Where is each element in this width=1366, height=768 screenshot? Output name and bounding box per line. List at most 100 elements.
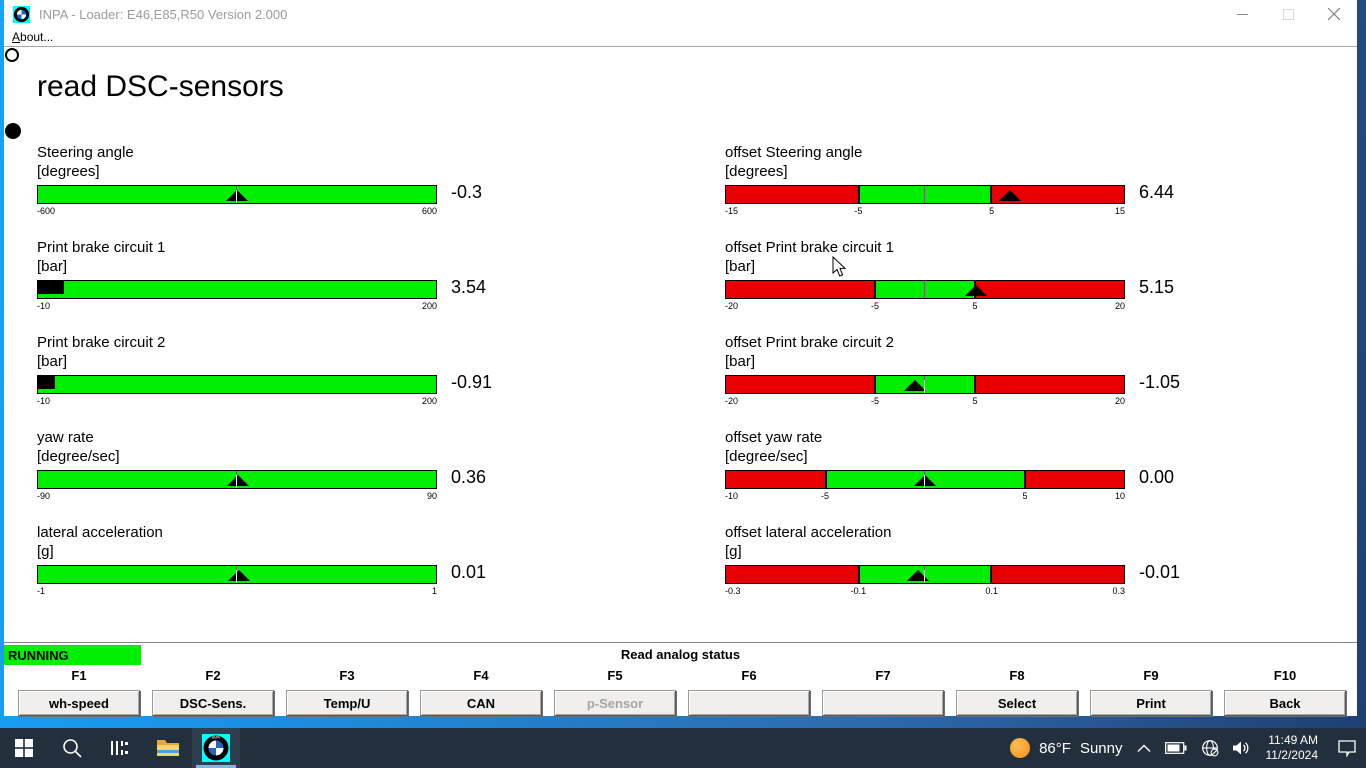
gauge-row: Steering angle [degrees] -600 600 -0.3 [37, 144, 507, 239]
taskbar: BMW 86°F Sunny [0, 728, 1366, 768]
gauge-label: offset Print brake circuit 1 [725, 239, 894, 256]
gauge-marker-triangle [965, 285, 988, 296]
search-icon [63, 739, 82, 758]
gauge-marker-triangle [227, 570, 250, 581]
gauge-bar [37, 280, 437, 299]
gauge-label: yaw rate [37, 429, 94, 446]
gauge-zone-red [991, 186, 1124, 203]
gauge-tick: -20 [725, 396, 739, 406]
maximize-icon [1282, 8, 1294, 20]
gauge-row: offset Steering angle [degrees] -15 -5 5 15 6.… [725, 144, 1195, 239]
fkey-button-f5[interactable]: p-Sensor [554, 690, 676, 716]
clock[interactable]: 11:49 AM 11/2/2024 [1266, 733, 1319, 763]
gauge-value: -1.05 [1139, 372, 1181, 392]
file-explorer-button[interactable] [144, 728, 192, 768]
gauge-bar [37, 470, 437, 489]
start-icon [15, 739, 33, 757]
gauge-unit: [g] [725, 543, 742, 560]
fkey-label-f2: F2 [205, 668, 221, 683]
gauge-tick-row: -90 90 [37, 491, 437, 503]
gauge-marker-triangle [226, 475, 249, 486]
fkey-label-f8: F8 [1009, 668, 1025, 683]
gauge-tick: 10 [1114, 491, 1125, 501]
gauge-zero-line [924, 186, 925, 203]
gauge-row: offset lateral acceleration [g] -0.3 -0.1 0.… [725, 524, 1195, 619]
fkey-button-f4[interactable]: CAN [420, 690, 542, 716]
fkey-button-f6[interactable] [688, 690, 810, 716]
gauge-value: 3.54 [451, 277, 487, 297]
start-button[interactable] [0, 728, 48, 768]
gauge-value: 6.44 [1139, 182, 1175, 202]
gauge-zone-red [991, 566, 1124, 583]
gauge-row: Print brake circuit 1 [bar] -10 200 3.54 [37, 239, 507, 334]
fkey-label-f5: F5 [607, 668, 623, 683]
system-tray: 86°F Sunny [1010, 728, 1366, 768]
inpa-taskbar-button[interactable]: BMW [192, 728, 240, 768]
task-view-button[interactable] [96, 728, 144, 768]
gauge-zone-separator [824, 471, 827, 488]
volume-icon [1232, 741, 1248, 755]
fkey-button-f10[interactable]: Back [1224, 690, 1346, 716]
gauge-value: 0.36 [451, 467, 487, 487]
fkey-button-f1[interactable]: wh-speed [18, 690, 140, 716]
search-button[interactable] [48, 728, 96, 768]
gauge-tick: -90 [37, 491, 51, 501]
gauge-zone-red [726, 281, 876, 298]
battery-button[interactable] [1164, 742, 1187, 754]
fkey-button-f3[interactable]: Temp/U [286, 690, 408, 716]
gauge-zone-red [1024, 471, 1124, 488]
gauge-value: 0.01 [451, 562, 487, 582]
task-view-icon [111, 741, 128, 755]
gauge-tick-row: -10 200 [37, 396, 437, 408]
fkey-button-f9[interactable]: Print [1090, 690, 1212, 716]
weather-temp: 86°F [1039, 739, 1071, 757]
gauge-bar [725, 185, 1125, 204]
gauge-zone-separator [990, 566, 993, 583]
gauge-zone-separator [857, 566, 860, 583]
gauge-tick-row: -600 600 [37, 206, 437, 218]
fkey-button-f2[interactable]: DSC-Sens. [152, 690, 274, 716]
gauge-zero-line [924, 566, 925, 583]
tray-overflow-button[interactable] [1137, 744, 1151, 753]
fkey-label-f4: F4 [473, 668, 489, 683]
gauge-label: offset Steering angle [725, 144, 863, 161]
gauge-tick: 20 [1114, 396, 1125, 406]
close-button[interactable] [1311, 0, 1357, 28]
minimize-button[interactable] [1219, 0, 1265, 28]
minimize-icon [1236, 13, 1248, 15]
fkey-label-f6: F6 [741, 668, 757, 683]
gauge-tick: -0.3 [725, 586, 741, 596]
gauge-tick: 5 [972, 301, 978, 311]
action-center-button[interactable] [1338, 739, 1356, 757]
gauge-row: offset yaw rate [degree/sec] -10 -5 5 10 0.00 [725, 429, 1195, 524]
network-globe-icon [1201, 740, 1218, 757]
gauge-bar [725, 565, 1125, 584]
svg-text:BMW: BMW [212, 736, 221, 740]
maximize-button[interactable] [1265, 0, 1311, 28]
gauge-unit: [degrees] [725, 163, 788, 180]
gauge-unit: [bar] [37, 353, 68, 370]
volume-button[interactable] [1232, 740, 1252, 756]
fkey-button-f7[interactable] [822, 690, 944, 716]
fkey-label-f9: F9 [1143, 668, 1159, 683]
gauge-marker-triangle [914, 475, 936, 486]
gauge-tick: -5 [820, 491, 830, 501]
gauge-tick-row: -20 -5 5 20 [725, 396, 1125, 408]
menu-item-about[interactable]: About... [12, 30, 54, 44]
weather-widget[interactable]: 86°F Sunny [1010, 738, 1123, 758]
gauge-zero-line [236, 566, 237, 583]
gauge-tick: 200 [421, 301, 437, 311]
weather-condition: Sunny [1079, 739, 1123, 757]
fkey-button-f8[interactable]: Select [956, 690, 1078, 716]
gauge-value: 5.15 [1139, 277, 1175, 297]
gauge-zone-red [726, 376, 876, 393]
fkey-label-f3: F3 [339, 668, 355, 683]
gauge-bar [37, 375, 437, 394]
chevron-up-icon [1137, 744, 1150, 752]
network-button[interactable] [1201, 739, 1219, 757]
title-bar[interactable]: INPA - Loader: E46,E85,R50 Version 2.000 [4, 0, 1357, 28]
gauge-fill-marker [38, 281, 64, 294]
gauge-marker-triangle [999, 190, 1022, 201]
gauge-zone-separator [990, 186, 993, 203]
gauge-row: Print brake circuit 2 [bar] -10 200 -0.91 [37, 334, 507, 429]
